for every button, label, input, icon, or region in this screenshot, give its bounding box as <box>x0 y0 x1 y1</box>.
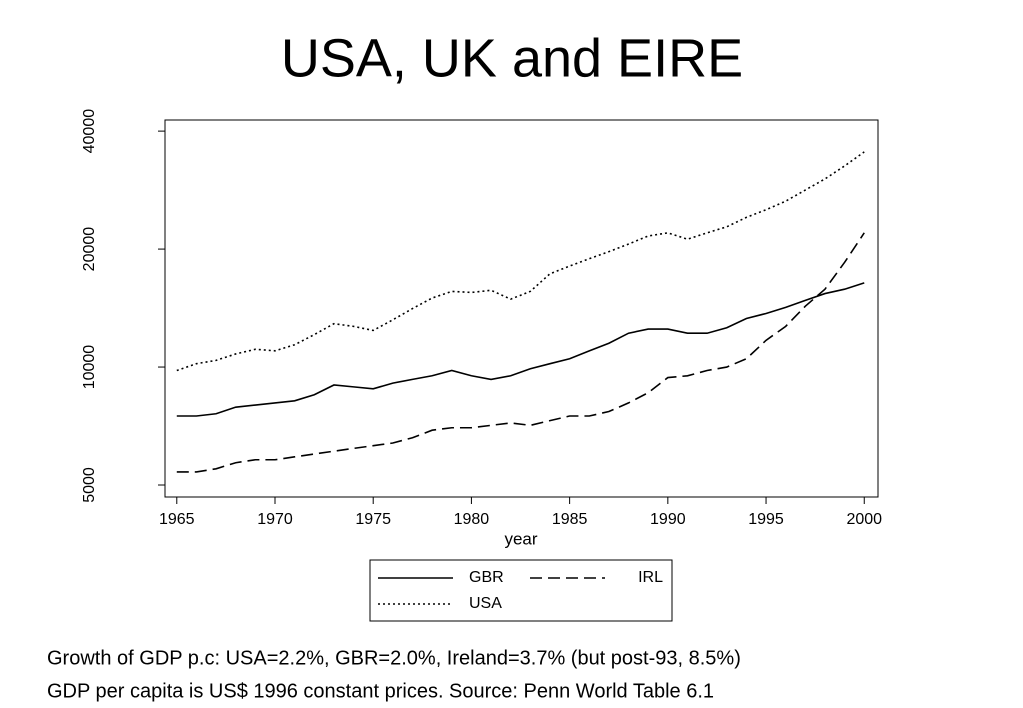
legend-label: IRL <box>638 569 663 586</box>
x-axis-label: year <box>504 529 537 548</box>
line-series <box>176 282 865 417</box>
x-tick-label: 1990 <box>650 511 686 528</box>
note: GDP per capita is US$ 1996 constant pric… <box>47 680 714 702</box>
legend-label: USA <box>469 595 502 612</box>
y-tick-label: 20000 <box>81 227 98 272</box>
plot-frame <box>164 119 879 498</box>
x-tick-label: 1980 <box>454 511 490 528</box>
x-tick-label: 1995 <box>748 511 784 528</box>
y-tick-label: 10000 <box>81 345 98 390</box>
x-tick-label: 1970 <box>257 511 293 528</box>
x-tick-label: 1985 <box>552 511 588 528</box>
legend-label: GBR <box>469 569 504 586</box>
x-tick-label: 1975 <box>355 511 391 528</box>
note: Growth of GDP p.c: USA=2.2%, GBR=2.0%, I… <box>47 647 741 669</box>
legend-box <box>369 559 673 622</box>
chart-title: USA, UK and EIRE <box>281 28 743 88</box>
y-tick-label: 40000 <box>81 109 98 154</box>
y-tick-label: 5000 <box>81 467 98 503</box>
x-tick-label: 1965 <box>159 511 195 528</box>
line-series <box>176 151 865 372</box>
line-series <box>176 232 865 473</box>
x-tick-label: 2000 <box>846 511 882 528</box>
